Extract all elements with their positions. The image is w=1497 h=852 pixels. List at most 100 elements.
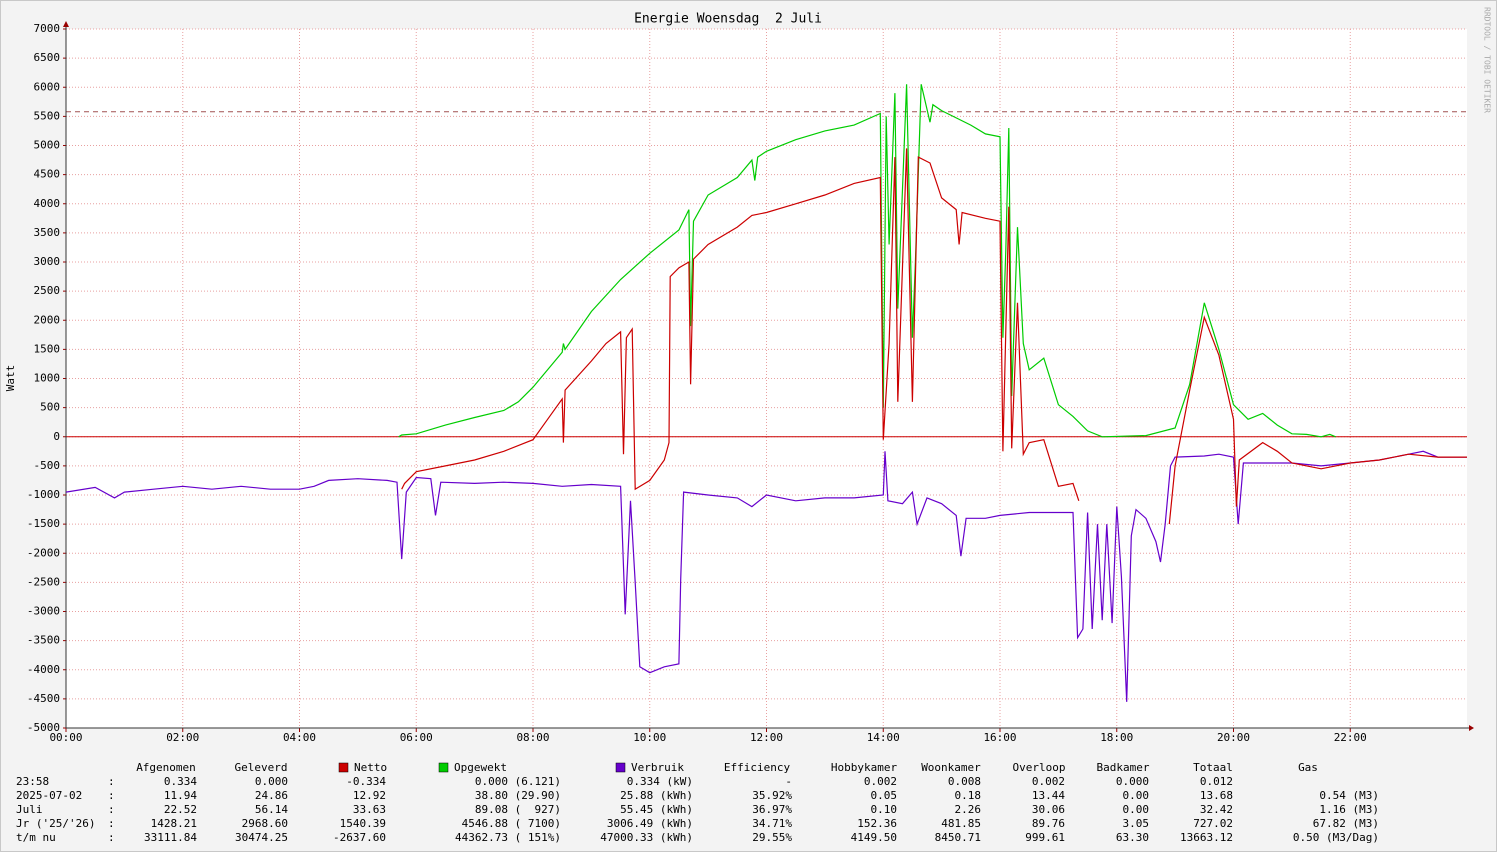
y-tick-label: 500 — [40, 401, 60, 414]
y-tick-label: -3000 — [27, 605, 60, 618]
table-cell: 0.008 — [948, 775, 981, 788]
table-cell: 2.26 — [955, 803, 982, 816]
x-tick-label: 12:00 — [750, 731, 783, 744]
table-cell: 0.000 — [1116, 775, 1149, 788]
row-label: Jr ('25/'26) — [16, 817, 95, 830]
separator: : — [108, 817, 115, 830]
chart-title: Energie Woensdag 2 Juli — [634, 12, 822, 27]
table-cell: -2637.60 — [333, 831, 386, 844]
table-cell: 999.61 — [1025, 831, 1065, 844]
table-cell: 13663.12 — [1180, 831, 1233, 844]
separator: : — [108, 775, 115, 788]
y-tick-label: 5000 — [34, 139, 61, 152]
table-cell: 56.14 — [255, 803, 288, 816]
separator: : — [108, 831, 115, 844]
table-cell: 12.92 — [353, 789, 386, 802]
y-tick-label: 0 — [53, 430, 60, 443]
table-cell: 727.02 — [1193, 817, 1233, 830]
table-cell: 152.36 — [857, 817, 897, 830]
table-header: Hobbykamer — [831, 761, 898, 774]
series-line — [65, 450, 1467, 702]
table-cell: 33111.84 — [144, 831, 197, 844]
y-tick-label: -2500 — [27, 575, 60, 588]
legend-swatch — [438, 762, 449, 773]
separator: : — [108, 789, 115, 802]
watermark: RRDTOOL / TOBI OETIKER — [1483, 7, 1492, 113]
y-tick-label: -4500 — [27, 692, 60, 705]
table-cell: 3006.49 (kWh) — [607, 817, 693, 830]
table-cell: 0.05 — [871, 789, 898, 802]
y-tick-label: 2500 — [34, 284, 61, 297]
y-tick-label: 4000 — [34, 197, 61, 210]
table-cell: 4546.88 ( 7100) — [462, 817, 561, 830]
table-cell: 22.52 — [164, 803, 197, 816]
table-cell: 0.50 (M3/Dag) — [1293, 831, 1379, 844]
table-header: Geleverd — [235, 761, 288, 774]
table-cell: 0.54 (M3) — [1319, 789, 1379, 802]
table-cell: 67.82 (M3) — [1313, 817, 1379, 830]
row-label: 23:58 — [16, 775, 49, 788]
table-cell: 33.63 — [353, 803, 386, 816]
table-cell: 0.00 — [1123, 789, 1150, 802]
table-cell: 11.94 — [164, 789, 197, 802]
y-tick-label: 7000 — [34, 22, 61, 35]
table-cell: 29.55% — [752, 831, 792, 844]
y-tick-label: -1000 — [27, 488, 60, 501]
table-cell: 1540.39 — [340, 817, 386, 830]
table-cell: 34.71% — [752, 817, 792, 830]
table-cell: 0.334 — [164, 775, 197, 788]
y-tick-label: 5500 — [34, 109, 61, 122]
table-cell: 481.85 — [941, 817, 981, 830]
table-cell: 35.92% — [752, 789, 792, 802]
table-cell: 0.000 — [255, 775, 288, 788]
x-tick-label: 14:00 — [867, 731, 900, 744]
row-label: Juli — [16, 803, 43, 816]
table-cell: 25.88 (kWh) — [620, 789, 693, 802]
table-cell: 36.97% — [752, 803, 792, 816]
table-cell: 2968.60 — [242, 817, 288, 830]
axis-arrow — [63, 21, 69, 27]
table-cell: 0.10 — [871, 803, 898, 816]
legend-label: Opgewekt — [454, 761, 507, 774]
table-header: Woonkamer — [921, 761, 981, 774]
x-tick-label: 20:00 — [1217, 731, 1250, 744]
y-tick-label: -4000 — [27, 663, 60, 676]
y-tick-label: 3500 — [34, 226, 61, 239]
table-cell: 89.08 ( 927) — [475, 803, 561, 816]
table-cell: 0.012 — [1200, 775, 1233, 788]
y-tick-label: 1000 — [34, 372, 61, 385]
table-cell: 44362.73 ( 151%) — [455, 831, 561, 844]
y-axis-label: Watt — [4, 365, 17, 392]
x-tick-label: 04:00 — [283, 731, 316, 744]
table-cell: 0.334 (kW) — [627, 775, 693, 788]
separator: : — [108, 803, 115, 816]
table-cell: 0.00 — [1123, 803, 1150, 816]
x-tick-label: 18:00 — [1100, 731, 1133, 744]
table-header: Badkamer — [1097, 761, 1150, 774]
y-tick-label: -2000 — [27, 546, 60, 559]
table-cell: 8450.71 — [935, 831, 981, 844]
table-header: Efficiency — [724, 761, 791, 774]
series-line — [401, 148, 1467, 525]
y-tick-label: 6000 — [34, 80, 61, 93]
table-cell: 4149.50 — [851, 831, 897, 844]
x-tick-label: 06:00 — [400, 731, 433, 744]
table-cell: 63.30 — [1116, 831, 1149, 844]
x-tick-label: 10:00 — [633, 731, 666, 744]
table-cell: 30.06 — [1032, 803, 1065, 816]
y-tick-label: -3500 — [27, 634, 60, 647]
table-cell: 32.42 — [1200, 803, 1233, 816]
table-header: Gas — [1298, 761, 1318, 774]
series-line — [398, 84, 1336, 438]
table-cell: 47000.33 (kWh) — [600, 831, 693, 844]
table-cell: 30474.25 — [235, 831, 288, 844]
table-cell: -0.334 — [346, 775, 386, 788]
table-cell: 1.16 (M3) — [1319, 803, 1379, 816]
table-cell: 55.45 (kWh) — [620, 803, 693, 816]
x-tick-label: 02:00 — [166, 731, 199, 744]
y-tick-label: -500 — [34, 459, 61, 472]
legend-label: Netto — [354, 761, 387, 774]
y-tick-label: 3000 — [34, 255, 61, 268]
legend-swatch — [615, 762, 626, 773]
row-label: t/m nu — [16, 831, 56, 844]
